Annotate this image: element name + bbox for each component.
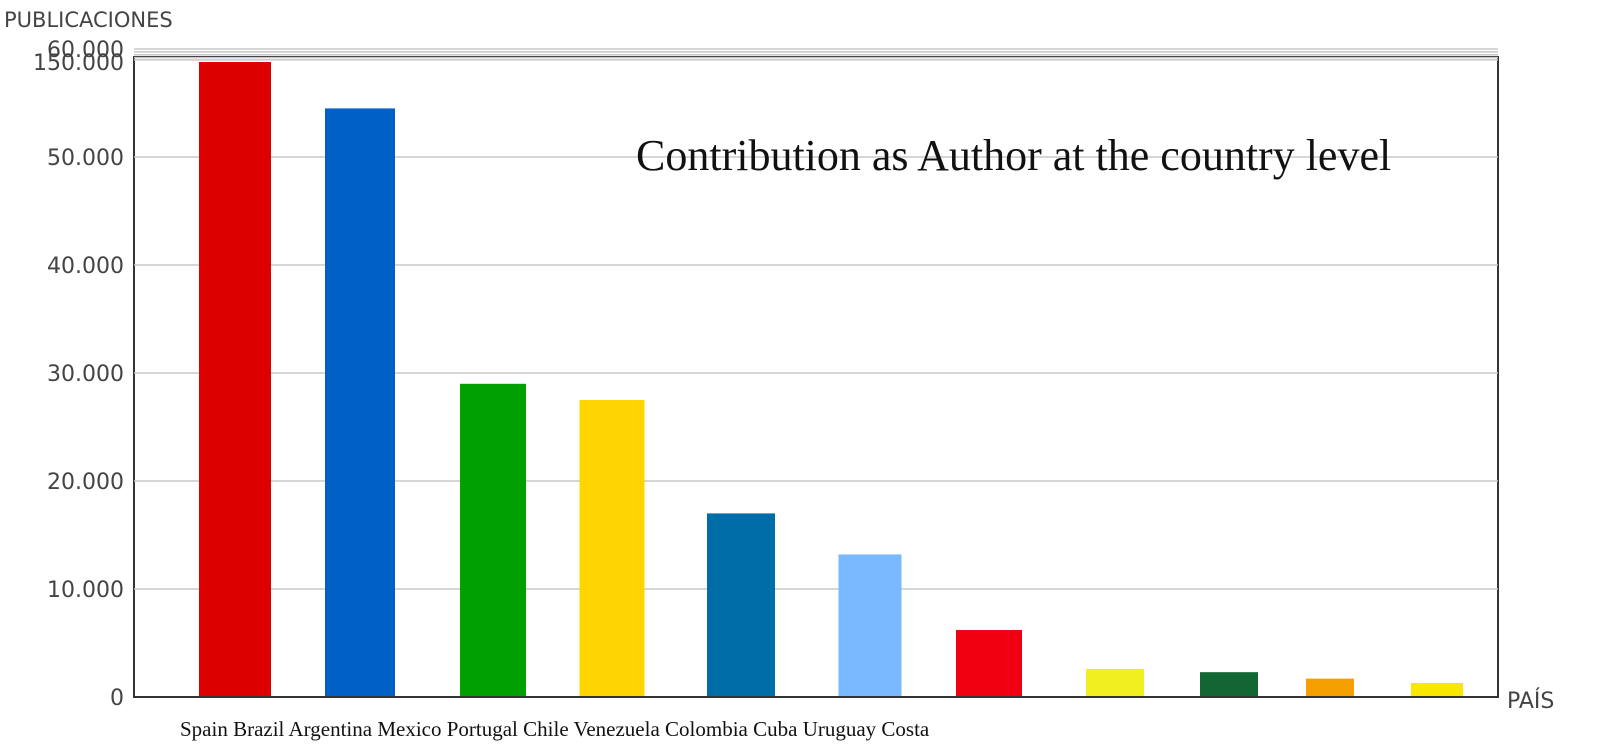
y-axis-label: PUBLICACIONES bbox=[4, 8, 173, 32]
y-tick-label: 20.000 bbox=[47, 470, 124, 495]
bar-chile bbox=[838, 554, 902, 697]
bar-argentina bbox=[460, 383, 526, 697]
bar-colombia bbox=[1086, 668, 1144, 697]
bar-costa bbox=[1411, 682, 1463, 697]
y-tick-label: 50.000 bbox=[47, 146, 124, 171]
bar-portugal bbox=[707, 513, 775, 697]
y-axis-ticks: 0 10.000 20.000 30.000 40.000 50.000 60.000150… bbox=[33, 38, 124, 711]
x-axis-label: PAÍS bbox=[1507, 688, 1554, 714]
y-tick-label: 40.000 bbox=[47, 254, 124, 279]
y-tick-label: 150.000 bbox=[33, 51, 124, 76]
bar-brazil bbox=[325, 108, 395, 697]
y-tick-label: 30.000 bbox=[47, 362, 124, 387]
bar-venezuela bbox=[956, 630, 1022, 697]
y-tick-label: 60.000 bbox=[47, 38, 124, 63]
bar-spain bbox=[199, 62, 271, 697]
bar-cuba bbox=[1200, 672, 1258, 697]
bars bbox=[199, 62, 1463, 697]
category-labels: Spain Brazil Argentina Mexico Portugal C… bbox=[180, 717, 930, 741]
chart-title: Contribution as Author at the country le… bbox=[636, 131, 1391, 180]
bar-uruguay bbox=[1306, 678, 1354, 697]
y-tick-label: 10.000 bbox=[47, 578, 124, 603]
y-tick-label: 0 bbox=[110, 686, 124, 711]
bar-mexico bbox=[579, 400, 645, 697]
